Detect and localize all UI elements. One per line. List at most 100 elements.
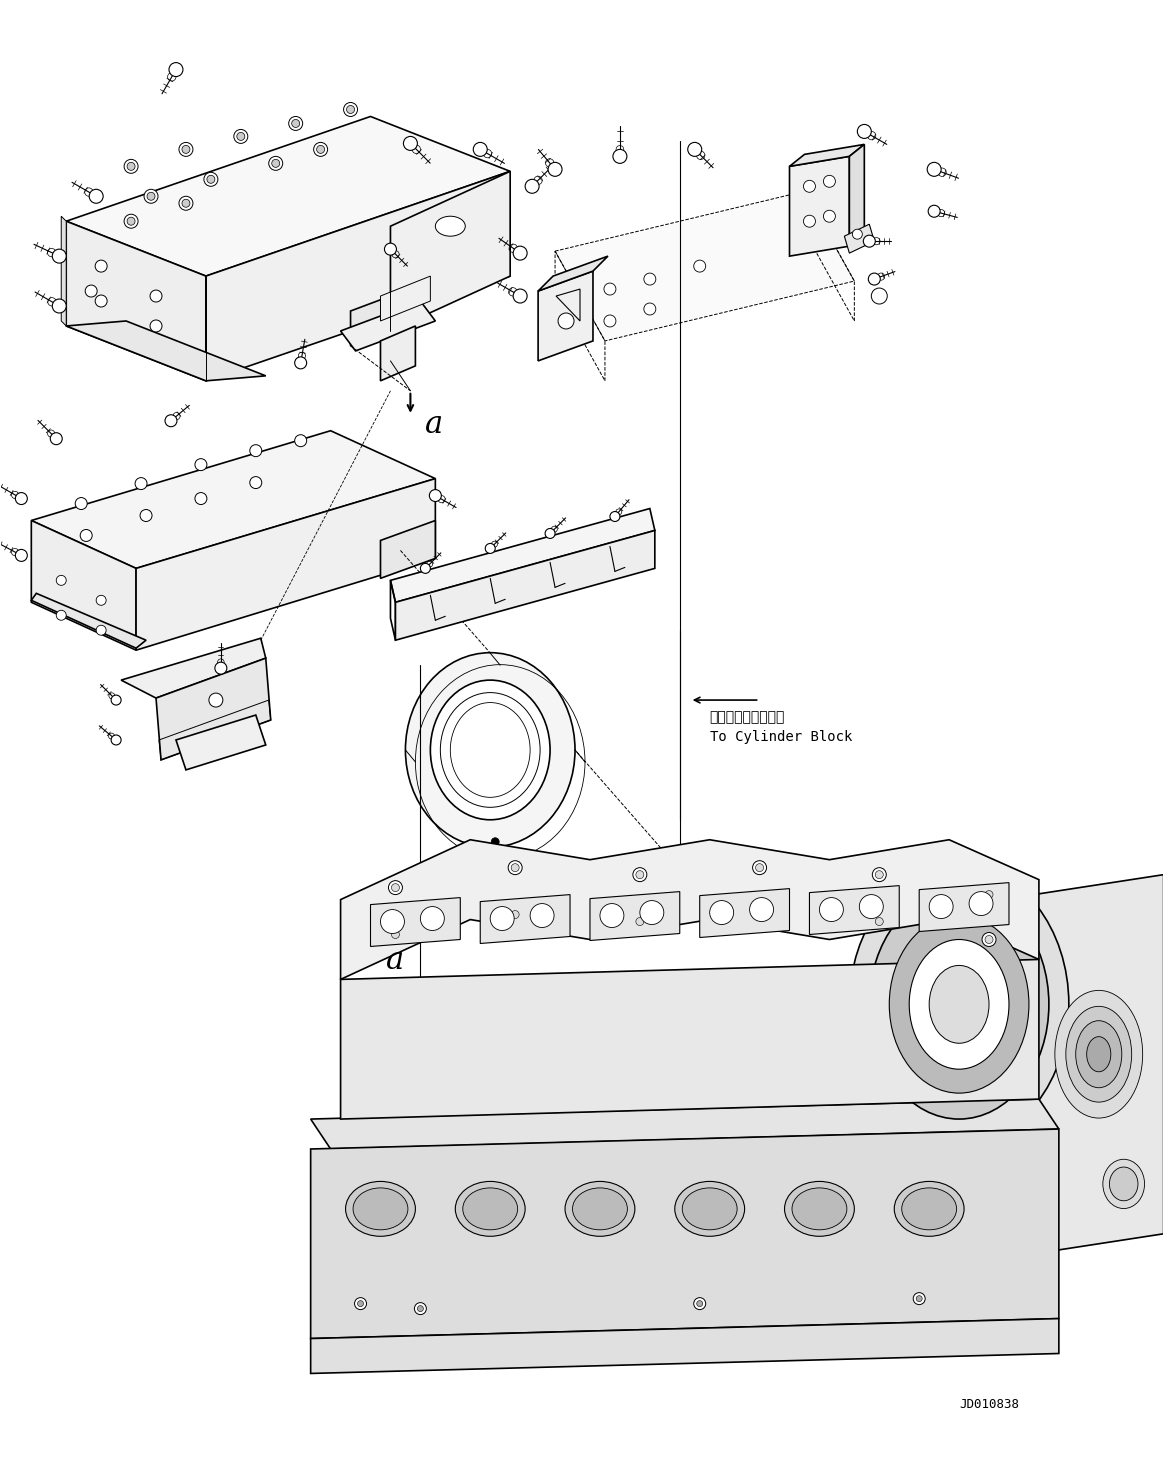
Circle shape <box>982 932 996 947</box>
Polygon shape <box>850 144 865 246</box>
Circle shape <box>694 261 705 272</box>
Ellipse shape <box>455 1182 525 1237</box>
Ellipse shape <box>675 1182 745 1237</box>
Polygon shape <box>31 520 136 650</box>
Circle shape <box>490 906 514 931</box>
Circle shape <box>513 288 527 303</box>
Text: a: a <box>385 946 404 976</box>
Ellipse shape <box>785 1182 854 1237</box>
Circle shape <box>430 490 441 501</box>
Circle shape <box>511 911 519 918</box>
Circle shape <box>414 1303 426 1314</box>
Circle shape <box>852 229 863 239</box>
Circle shape <box>384 243 397 255</box>
Text: a: a <box>425 409 443 440</box>
Circle shape <box>169 63 183 77</box>
Ellipse shape <box>1102 1160 1144 1208</box>
Ellipse shape <box>894 1182 964 1237</box>
Circle shape <box>140 510 152 522</box>
Circle shape <box>545 529 555 539</box>
Polygon shape <box>700 889 789 937</box>
Circle shape <box>418 1305 424 1311</box>
Circle shape <box>750 898 774 921</box>
Polygon shape <box>920 883 1009 931</box>
Polygon shape <box>31 593 146 648</box>
Polygon shape <box>311 1129 1059 1339</box>
Circle shape <box>294 434 306 447</box>
Circle shape <box>97 625 106 635</box>
Circle shape <box>179 143 193 156</box>
Circle shape <box>633 915 647 928</box>
Circle shape <box>636 918 644 925</box>
Circle shape <box>753 861 767 874</box>
Circle shape <box>755 864 764 871</box>
Circle shape <box>144 189 158 204</box>
Circle shape <box>56 576 66 586</box>
Circle shape <box>250 476 262 488</box>
Text: シリンダヘッド: シリンダヘッド <box>870 1220 928 1233</box>
Circle shape <box>135 478 147 490</box>
Polygon shape <box>350 296 390 345</box>
Circle shape <box>548 162 562 176</box>
Circle shape <box>355 1298 367 1310</box>
Polygon shape <box>390 172 510 331</box>
Circle shape <box>194 459 207 471</box>
Circle shape <box>872 915 886 928</box>
Polygon shape <box>66 117 510 275</box>
Polygon shape <box>370 898 460 947</box>
Circle shape <box>985 890 993 899</box>
Circle shape <box>688 143 702 156</box>
Circle shape <box>150 321 162 332</box>
Circle shape <box>347 105 355 114</box>
Circle shape <box>313 143 327 156</box>
Circle shape <box>819 898 844 921</box>
Circle shape <box>50 433 62 444</box>
Polygon shape <box>789 144 865 166</box>
Circle shape <box>859 895 883 918</box>
Circle shape <box>150 290 162 302</box>
Circle shape <box>970 892 993 915</box>
Ellipse shape <box>346 1182 416 1237</box>
Circle shape <box>872 868 886 881</box>
Circle shape <box>420 906 445 931</box>
Polygon shape <box>136 478 435 650</box>
Circle shape <box>357 1301 363 1307</box>
Circle shape <box>111 695 121 705</box>
Circle shape <box>558 313 574 329</box>
Circle shape <box>165 415 177 427</box>
Circle shape <box>90 189 104 204</box>
Circle shape <box>823 210 836 223</box>
Circle shape <box>710 900 733 925</box>
Circle shape <box>985 935 993 944</box>
Circle shape <box>404 137 418 150</box>
Circle shape <box>530 903 554 928</box>
Circle shape <box>389 880 403 895</box>
Circle shape <box>125 214 139 229</box>
Circle shape <box>640 900 663 925</box>
Circle shape <box>182 200 190 207</box>
Circle shape <box>636 871 644 879</box>
Polygon shape <box>789 156 850 256</box>
Polygon shape <box>66 321 265 380</box>
Ellipse shape <box>682 1187 737 1230</box>
Polygon shape <box>311 1319 1059 1374</box>
Circle shape <box>127 162 135 170</box>
Circle shape <box>511 864 519 871</box>
Ellipse shape <box>1055 991 1143 1118</box>
Ellipse shape <box>929 966 989 1043</box>
Ellipse shape <box>902 1187 957 1230</box>
Circle shape <box>204 172 218 186</box>
Circle shape <box>234 130 248 143</box>
Ellipse shape <box>431 680 551 820</box>
Circle shape <box>182 146 190 153</box>
Ellipse shape <box>870 890 1049 1119</box>
Ellipse shape <box>792 1187 847 1230</box>
Circle shape <box>85 286 97 297</box>
Circle shape <box>292 119 299 127</box>
Circle shape <box>15 492 27 504</box>
Circle shape <box>610 511 620 522</box>
Circle shape <box>753 908 767 921</box>
Circle shape <box>80 529 92 542</box>
Polygon shape <box>341 839 1039 979</box>
Polygon shape <box>31 431 435 568</box>
